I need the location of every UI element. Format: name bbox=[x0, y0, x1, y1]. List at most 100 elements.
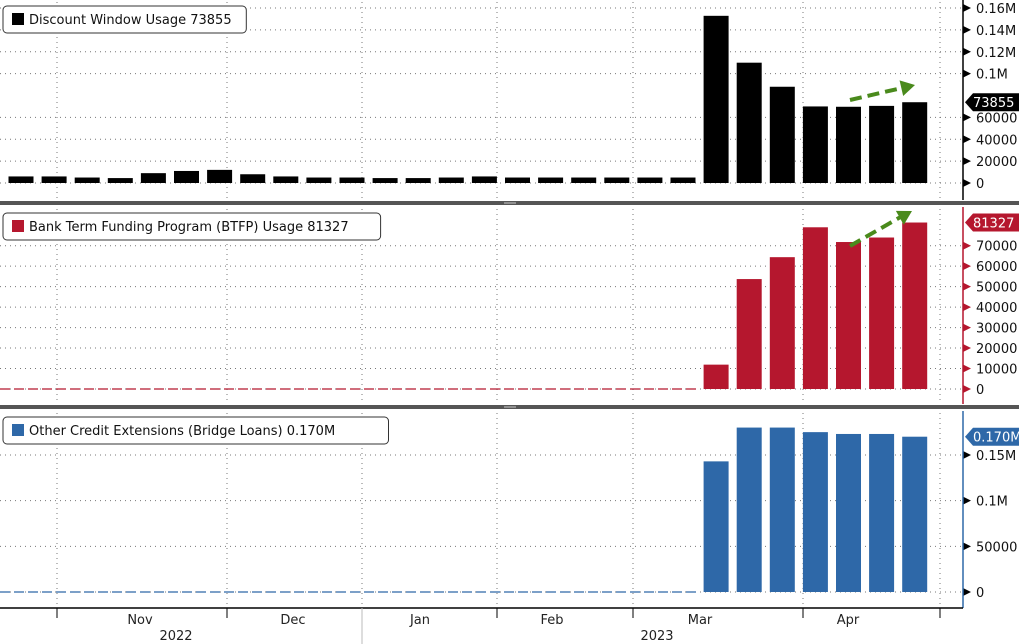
bar bbox=[869, 237, 895, 389]
bar bbox=[802, 227, 828, 389]
tick-mark bbox=[963, 262, 971, 271]
trend-arrow-line bbox=[849, 215, 901, 248]
tick-mark bbox=[963, 47, 971, 56]
y-tick-label: 0.14M bbox=[976, 24, 1016, 39]
bar bbox=[836, 106, 861, 183]
y-tick-label: 60000 bbox=[976, 260, 1017, 275]
y-tick-label: 60000 bbox=[976, 111, 1017, 126]
trend-arrow-line bbox=[849, 85, 904, 102]
last-value-marker bbox=[965, 213, 1019, 232]
y-tick-label: 50000 bbox=[976, 281, 1017, 296]
last-value-label: 73855 bbox=[973, 96, 1014, 111]
x-year-label: 2022 bbox=[159, 629, 192, 644]
bar bbox=[438, 177, 464, 183]
tick-mark bbox=[963, 282, 971, 291]
bar bbox=[74, 177, 100, 183]
tick-mark bbox=[963, 4, 971, 12]
x-tick-label: Nov bbox=[127, 613, 153, 628]
tick-mark bbox=[963, 303, 971, 312]
bar bbox=[902, 222, 928, 389]
bar bbox=[604, 177, 630, 183]
bar bbox=[174, 170, 199, 183]
bar bbox=[703, 461, 729, 592]
last-value-marker bbox=[965, 93, 1019, 112]
tick-mark bbox=[963, 241, 971, 250]
tick-mark bbox=[963, 323, 971, 332]
legend-box bbox=[2, 5, 247, 34]
tick-mark bbox=[963, 385, 971, 393]
legend-swatch bbox=[12, 424, 24, 436]
bar bbox=[273, 176, 299, 183]
bar bbox=[836, 433, 861, 592]
legend-swatch bbox=[12, 220, 24, 232]
x-year-label: 2023 bbox=[640, 629, 673, 644]
y-tick-label: 50000 bbox=[976, 540, 1017, 555]
tick-mark bbox=[963, 588, 971, 596]
bar bbox=[869, 433, 895, 592]
bar bbox=[869, 105, 895, 183]
bar bbox=[571, 177, 597, 183]
tick-mark bbox=[963, 69, 971, 78]
tick-mark bbox=[963, 344, 971, 353]
panel-1: 0 20000 40000 60000 0.1M 0.12M 0.14M 0.16M 73855… bbox=[0, 0, 1019, 200]
panel-2: 0 10000 20000 30000 40000 50000 60000 70000 8132… bbox=[0, 207, 1019, 404]
legend-label: Bank Term Funding Program (BTFP) Usage 8… bbox=[29, 220, 349, 235]
x-tick-label: Feb bbox=[540, 613, 563, 628]
x-tick-label: Apr bbox=[837, 613, 860, 628]
y-tick-label: 40000 bbox=[976, 133, 1017, 148]
bar bbox=[207, 169, 233, 183]
legend-swatch bbox=[12, 13, 24, 25]
bar bbox=[538, 177, 564, 183]
last-value-marker bbox=[965, 427, 1019, 446]
bar bbox=[240, 174, 266, 183]
bar bbox=[736, 62, 762, 183]
legend-box bbox=[2, 212, 382, 241]
legend-label: Other Credit Extensions (Bridge Loans) 0… bbox=[29, 424, 335, 439]
bar bbox=[703, 364, 729, 389]
trend-arrow-head bbox=[899, 80, 915, 96]
y-tick-label: 0 bbox=[976, 383, 984, 398]
bar bbox=[736, 427, 762, 592]
tick-mark bbox=[963, 157, 971, 166]
bar bbox=[902, 436, 928, 592]
tick-mark bbox=[963, 496, 971, 505]
tick-mark bbox=[963, 135, 971, 144]
x-tick-label: Jan bbox=[409, 613, 430, 628]
bar bbox=[306, 177, 332, 183]
bar bbox=[637, 177, 663, 183]
y-tick-label: 0.12M bbox=[976, 46, 1016, 61]
y-tick-label: 20000 bbox=[976, 342, 1017, 357]
bar bbox=[902, 102, 928, 183]
tick-mark bbox=[963, 113, 971, 122]
bar bbox=[405, 178, 431, 183]
y-tick-label: 30000 bbox=[976, 322, 1017, 337]
last-value-label: 81327 bbox=[973, 217, 1014, 232]
y-tick-label: 70000 bbox=[976, 240, 1017, 255]
bar bbox=[471, 176, 497, 183]
tick-mark bbox=[963, 542, 971, 551]
bar bbox=[836, 242, 861, 389]
tick-mark bbox=[963, 364, 971, 373]
trend-arrow-head bbox=[895, 210, 912, 225]
bar bbox=[505, 177, 530, 183]
y-tick-label: 0 bbox=[976, 586, 984, 601]
bar bbox=[703, 15, 729, 183]
bar bbox=[670, 177, 696, 183]
bar bbox=[107, 178, 133, 183]
y-tick-label: 0.1M bbox=[976, 68, 1008, 83]
bar bbox=[769, 257, 795, 389]
last-value-label: 0.170M bbox=[973, 431, 1019, 446]
bar bbox=[41, 176, 67, 183]
bar bbox=[8, 176, 34, 183]
x-tick-label: Dec bbox=[280, 613, 305, 628]
bar bbox=[802, 106, 828, 183]
y-tick-label: 20000 bbox=[976, 155, 1017, 170]
y-tick-label: 10000 bbox=[976, 363, 1017, 378]
legend-label: Discount Window Usage 73855 bbox=[29, 13, 232, 28]
y-tick-label: 0 bbox=[976, 177, 984, 192]
y-tick-label: 0.16M bbox=[976, 2, 1016, 17]
tick-mark bbox=[963, 25, 971, 34]
y-tick-label: 40000 bbox=[976, 301, 1017, 316]
y-tick-label: 0.15M bbox=[976, 449, 1016, 464]
